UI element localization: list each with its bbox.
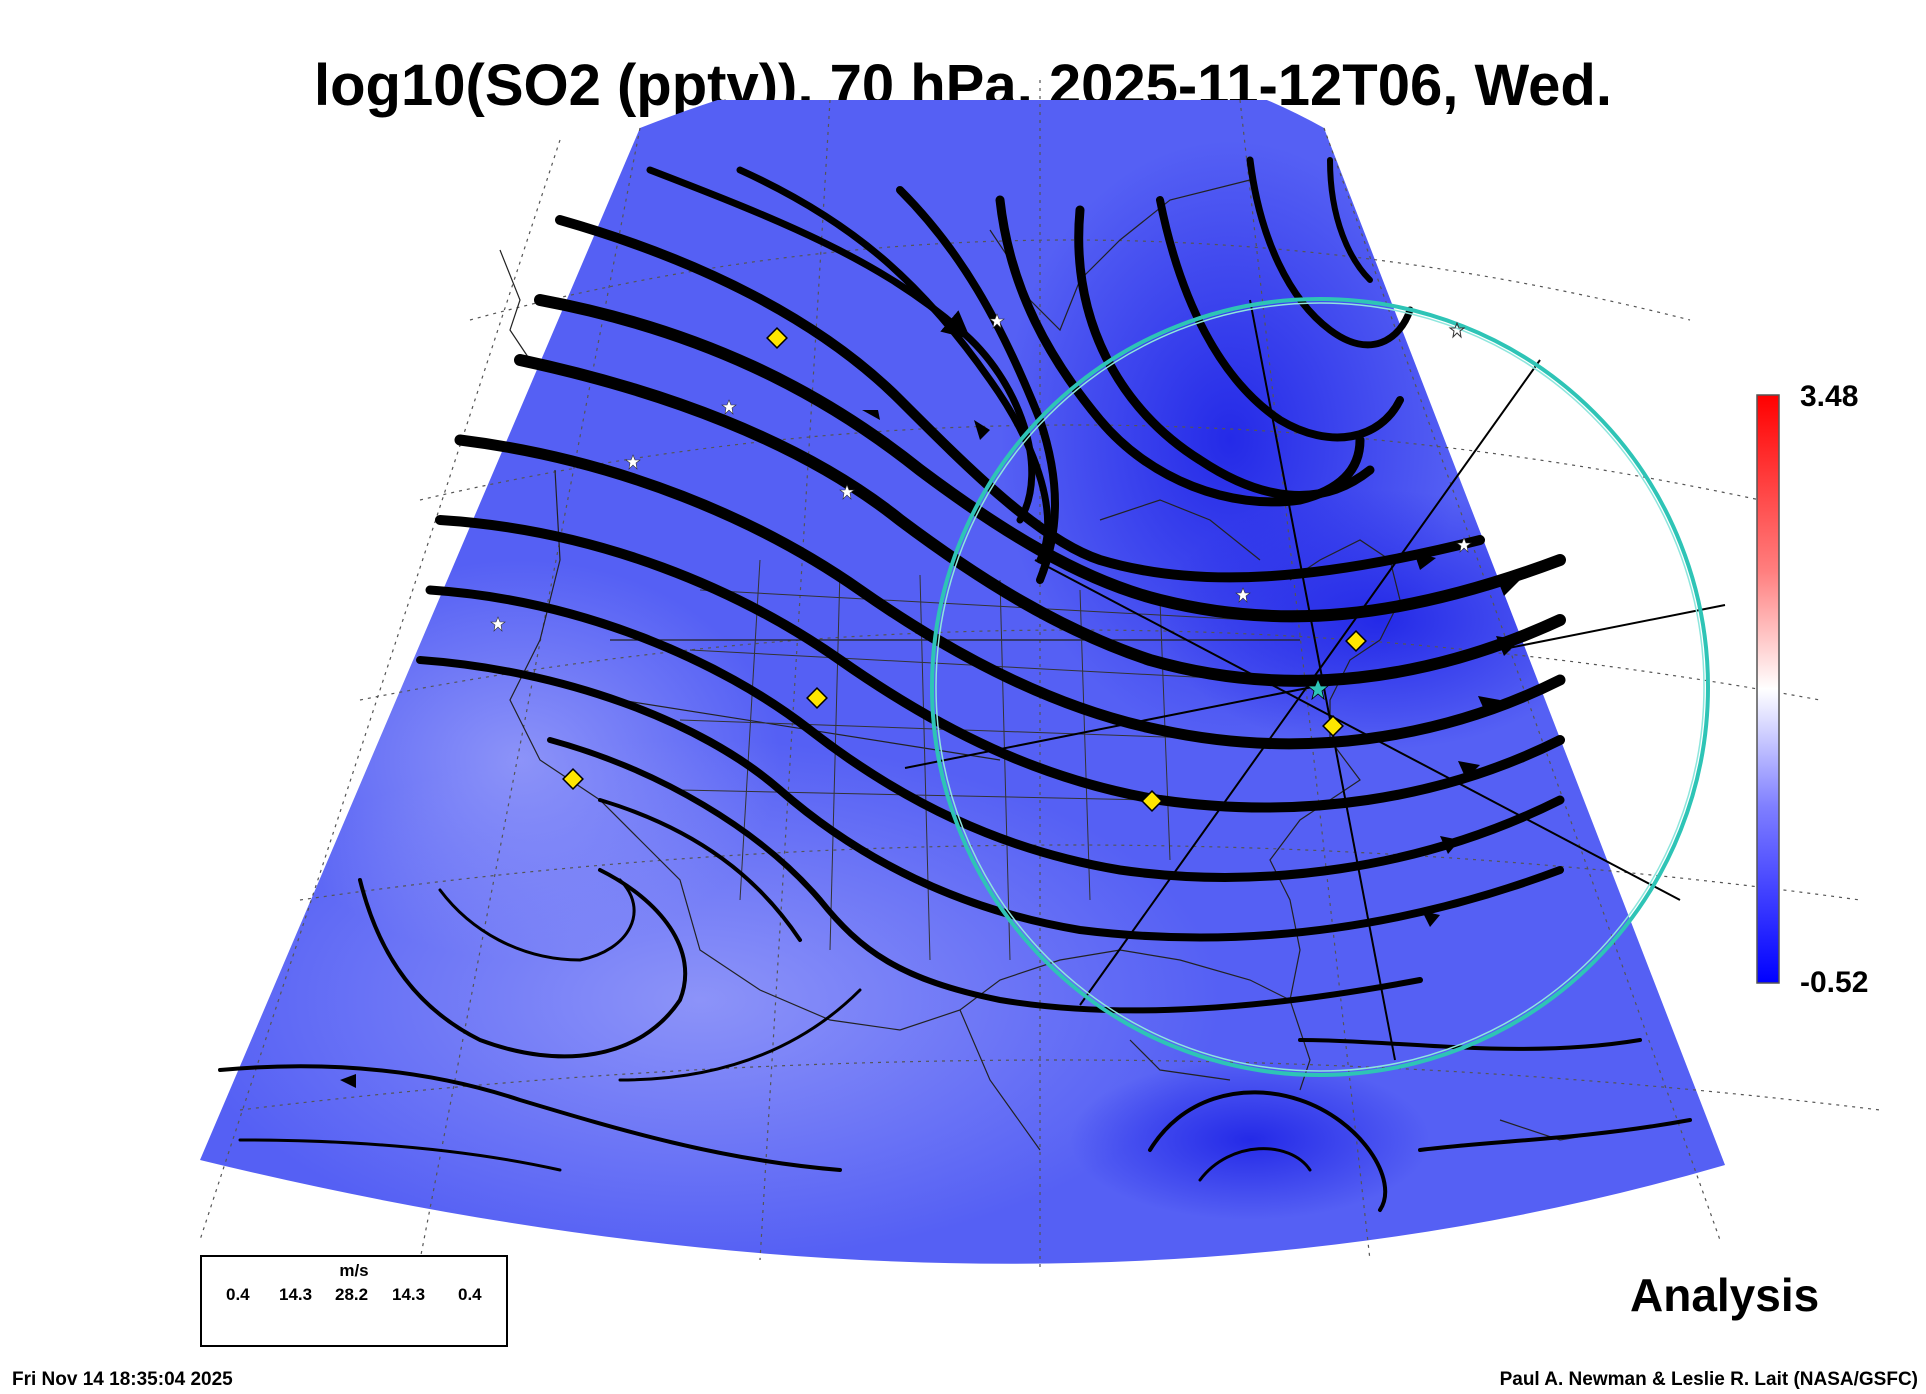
site-marker <box>1322 715 1344 737</box>
star-icon <box>625 454 641 470</box>
station-stars <box>490 313 1472 632</box>
legend-tick: 0.4 <box>458 1285 482 1304</box>
wind-scale-legend: m/s 0.4 14.3 28.2 14.3 0.4 <box>200 1255 508 1347</box>
range-circle <box>930 297 1710 1077</box>
timestamp: Fri Nov 14 18:35:04 2025 <box>12 1369 233 1390</box>
star-icon <box>490 616 506 632</box>
site-marker <box>1345 630 1367 652</box>
site-marker <box>766 327 788 349</box>
legend-tick: 14.3 <box>392 1285 426 1304</box>
site-marker <box>806 687 828 709</box>
legend-unit: m/s <box>339 1261 369 1280</box>
legend-tick: 0.4 <box>226 1285 250 1304</box>
credit: Paul A. Newman & Leslie R. Lait (NASA/GS… <box>1499 1369 1918 1390</box>
star-icon <box>989 313 1005 329</box>
streamline-arrowheads <box>340 410 1520 1088</box>
site-marker <box>1141 790 1163 812</box>
range-circle-inner <box>935 302 1705 1072</box>
star-icon <box>721 399 737 415</box>
legend-tick: 14.3 <box>279 1285 313 1304</box>
analysis-label: Analysis <box>1630 1269 1820 1321</box>
colorbar <box>1756 394 1780 984</box>
star-outline-icon <box>1448 321 1466 339</box>
center-star-icon <box>1306 677 1330 701</box>
star-icon <box>839 484 855 500</box>
colorbar-min-label: -0.52 <box>1800 966 1869 999</box>
star-icon <box>1235 587 1251 603</box>
site-marker <box>562 768 584 790</box>
colorbar-max-label: 3.48 <box>1800 380 1859 413</box>
site-markers <box>562 327 1367 812</box>
star-icon <box>1456 537 1472 553</box>
legend-tick: 28.2 <box>335 1285 369 1304</box>
